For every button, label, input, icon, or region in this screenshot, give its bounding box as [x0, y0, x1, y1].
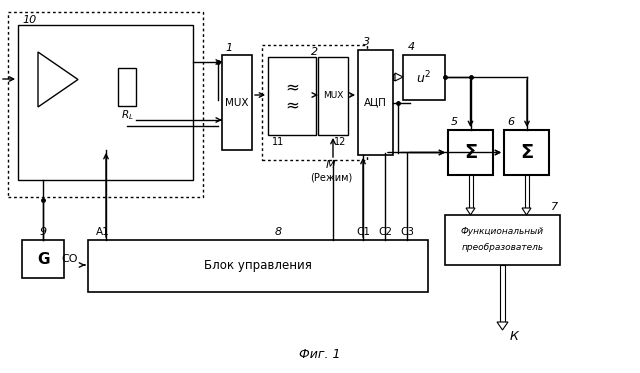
- Polygon shape: [525, 175, 529, 208]
- Text: G: G: [36, 251, 49, 266]
- Text: $R_L$: $R_L$: [120, 108, 133, 122]
- Text: C1: C1: [356, 227, 370, 237]
- Text: АЦП: АЦП: [364, 97, 387, 107]
- Text: 4: 4: [408, 42, 415, 52]
- Text: C3: C3: [400, 227, 414, 237]
- Text: M: M: [326, 160, 336, 170]
- Bar: [222, 55, 252, 150]
- Text: ≈: ≈: [285, 96, 299, 114]
- Text: Σ: Σ: [520, 143, 533, 162]
- Bar: [358, 50, 393, 155]
- Polygon shape: [500, 265, 505, 322]
- Bar: [403, 55, 445, 100]
- Polygon shape: [395, 73, 403, 81]
- Text: 11: 11: [272, 137, 284, 147]
- Bar: [448, 130, 493, 175]
- Bar: [18, 25, 193, 180]
- Text: 12: 12: [333, 137, 346, 147]
- Text: 3: 3: [363, 37, 370, 47]
- Text: преобразователь: преобразователь: [461, 244, 543, 253]
- Text: 1: 1: [225, 43, 232, 53]
- Text: К: К: [510, 329, 519, 342]
- Text: ≈: ≈: [285, 78, 299, 96]
- Bar: [504, 130, 549, 175]
- Bar: [262, 45, 367, 160]
- Polygon shape: [522, 208, 531, 215]
- Text: Σ: Σ: [464, 143, 477, 162]
- Polygon shape: [393, 74, 395, 80]
- Bar: [268, 57, 316, 135]
- Polygon shape: [468, 175, 472, 208]
- Bar: [88, 240, 428, 292]
- Text: 5: 5: [451, 117, 458, 127]
- Text: CO: CO: [61, 254, 78, 264]
- Bar: [318, 57, 348, 135]
- Text: MUX: MUX: [323, 91, 343, 100]
- Text: 7: 7: [551, 202, 558, 212]
- Polygon shape: [466, 208, 475, 215]
- Text: Блок управления: Блок управления: [204, 260, 312, 273]
- Bar: [8, 12, 203, 197]
- Bar: [22, 240, 64, 278]
- Text: (Режим): (Режим): [310, 173, 352, 183]
- Text: Фиг. 1: Фиг. 1: [300, 348, 340, 361]
- Bar: [445, 215, 560, 265]
- Text: 8: 8: [275, 227, 282, 237]
- Text: $u^2$: $u^2$: [417, 69, 431, 86]
- Bar: [118, 68, 136, 106]
- Text: 9: 9: [40, 227, 47, 237]
- Polygon shape: [497, 322, 508, 330]
- Text: 10: 10: [23, 15, 37, 25]
- Text: 2: 2: [311, 47, 318, 57]
- Text: Функциональный: Функциональный: [461, 228, 544, 236]
- Text: A1: A1: [96, 227, 109, 237]
- Text: 6: 6: [507, 117, 514, 127]
- Text: MUX: MUX: [225, 97, 249, 107]
- Polygon shape: [38, 52, 78, 107]
- Text: C2: C2: [378, 227, 392, 237]
